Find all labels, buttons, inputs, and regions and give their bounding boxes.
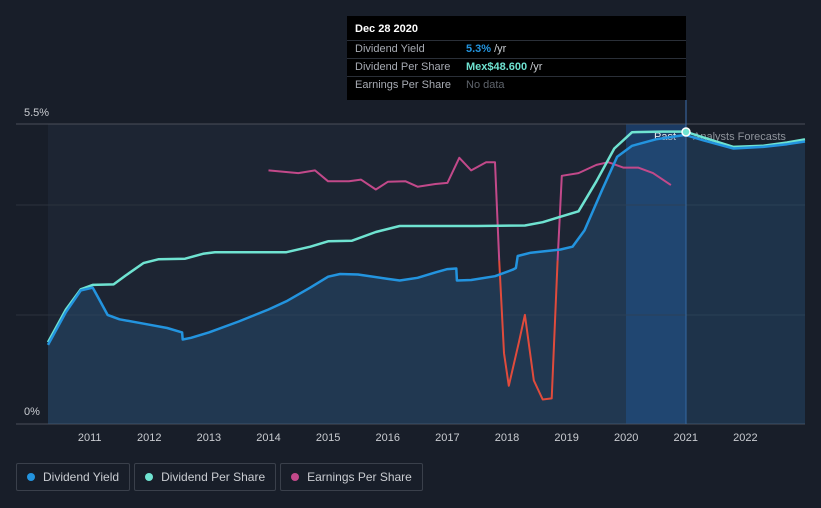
dividend-yield-line <box>46 133 806 346</box>
tooltip-date: Dec 28 2020 <box>355 23 418 35</box>
legend-label: Dividend Per Share <box>161 470 266 484</box>
x-tick-label: 2012 <box>137 432 161 444</box>
series-layer <box>46 130 806 424</box>
x-tick-label: 2013 <box>197 432 221 444</box>
earnings-per-share-line-recent <box>556 161 672 261</box>
dividend-per-share-dot-icon <box>145 473 154 481</box>
highlight-marker <box>681 127 691 137</box>
tooltip-row-earnings-per-share: Earnings Per Share No data <box>347 76 686 94</box>
dividend-per-share-line <box>46 130 806 343</box>
x-tick-label: 2014 <box>256 432 280 444</box>
earnings-per-share-dot-icon <box>291 473 300 481</box>
earnings-per-share-line <box>268 156 501 261</box>
forecast-label: Analysts Forecasts <box>693 131 786 143</box>
tooltip-row-dividend-per-share: Dividend Per Share Mex$48.600 /yr <box>347 58 686 76</box>
x-tick-labels: 2011 2012 2013 2014 2015 2016 2017 2018 2019 2020… <box>78 432 758 444</box>
dividend-yield-area <box>48 134 805 424</box>
earnings-per-share-dip-line <box>498 260 559 401</box>
past-region <box>48 124 686 424</box>
x-tick-label: 2011 <box>78 432 102 444</box>
legend-item-earnings-per-share[interactable]: Earnings Per Share <box>280 463 423 491</box>
chart-tooltip: Dec 28 2020 Dividend Yield 5.3% /yr Divi… <box>347 16 686 100</box>
tooltip-label: Dividend Yield <box>355 43 425 55</box>
legend-label: Earnings Per Share <box>307 470 412 484</box>
legend-label: Dividend Yield <box>43 470 120 484</box>
x-tick-label: 2016 <box>376 432 400 444</box>
x-tick-label: 2015 <box>316 432 340 444</box>
tooltip-unit: /yr <box>530 61 543 73</box>
dividend-yield-dot-icon <box>27 473 35 481</box>
x-tick-label: 2022 <box>733 432 757 444</box>
tooltip-value-dividend-yield: 5.3% <box>466 43 492 55</box>
legend-item-dividend-yield[interactable]: Dividend Yield <box>16 463 131 491</box>
x-tick-label: 2019 <box>554 432 578 444</box>
legend-item-dividend-per-share[interactable]: Dividend Per Share <box>134 463 277 491</box>
x-tick-label: 2018 <box>495 432 519 444</box>
y-tick-5-5: 5.5% <box>24 107 49 119</box>
tooltip-row-dividend-yield: Dividend Yield 5.3% /yr <box>347 40 686 58</box>
x-tick-label: 2021 <box>674 432 698 444</box>
tooltip-label: Dividend Per Share <box>355 61 451 73</box>
x-tick-label: 2017 <box>435 432 459 444</box>
tooltip-label: Earnings Per Share <box>355 79 451 91</box>
tooltip-value-earnings-per-share: No data <box>466 79 505 91</box>
x-tick-label: 2020 <box>614 432 638 444</box>
tooltip-value-dividend-per-share: Mex$48.600 <box>466 61 528 73</box>
chart-legend: Dividend Yield Dividend Per Share Earnin… <box>16 463 423 491</box>
y-tick-0: 0% <box>24 406 40 418</box>
tooltip-unit: /yr <box>494 43 507 55</box>
